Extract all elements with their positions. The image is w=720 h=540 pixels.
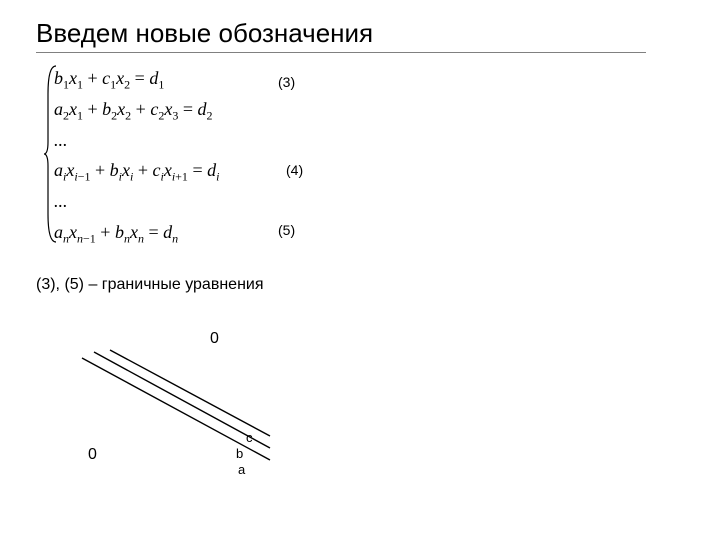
- label-c: c: [246, 430, 253, 445]
- eq-tag-3: (3): [278, 74, 295, 90]
- eq-row-dots-2: ...: [54, 187, 219, 216]
- eq-tag-4: (4): [286, 162, 303, 178]
- label-b: b: [236, 446, 243, 461]
- eq-row-i: aixi−1 + bixi + cixi+1 = di: [54, 156, 219, 185]
- page-title: Введем новые обозначения: [36, 18, 373, 49]
- label-a: a: [238, 462, 245, 477]
- boundary-note: (3), (5) – граничные уравнения: [36, 276, 264, 294]
- eq-row-2: a2x1 + b2x2 + c2x3 = d2: [54, 95, 219, 124]
- title-underline: [36, 52, 646, 53]
- eq-row-n: anxn−1 + bnxn = dn: [54, 218, 219, 247]
- equation-system: b1x1 + c1x2 = d1 a2x1 + b2x2 + c2x3 = d2…: [54, 64, 219, 249]
- eq-row-1: b1x1 + c1x2 = d1: [54, 64, 219, 93]
- eq-row-dots-1: ...: [54, 126, 219, 155]
- eq-tag-5: (5): [278, 222, 295, 238]
- diagonal-lines-diagram: [70, 340, 300, 480]
